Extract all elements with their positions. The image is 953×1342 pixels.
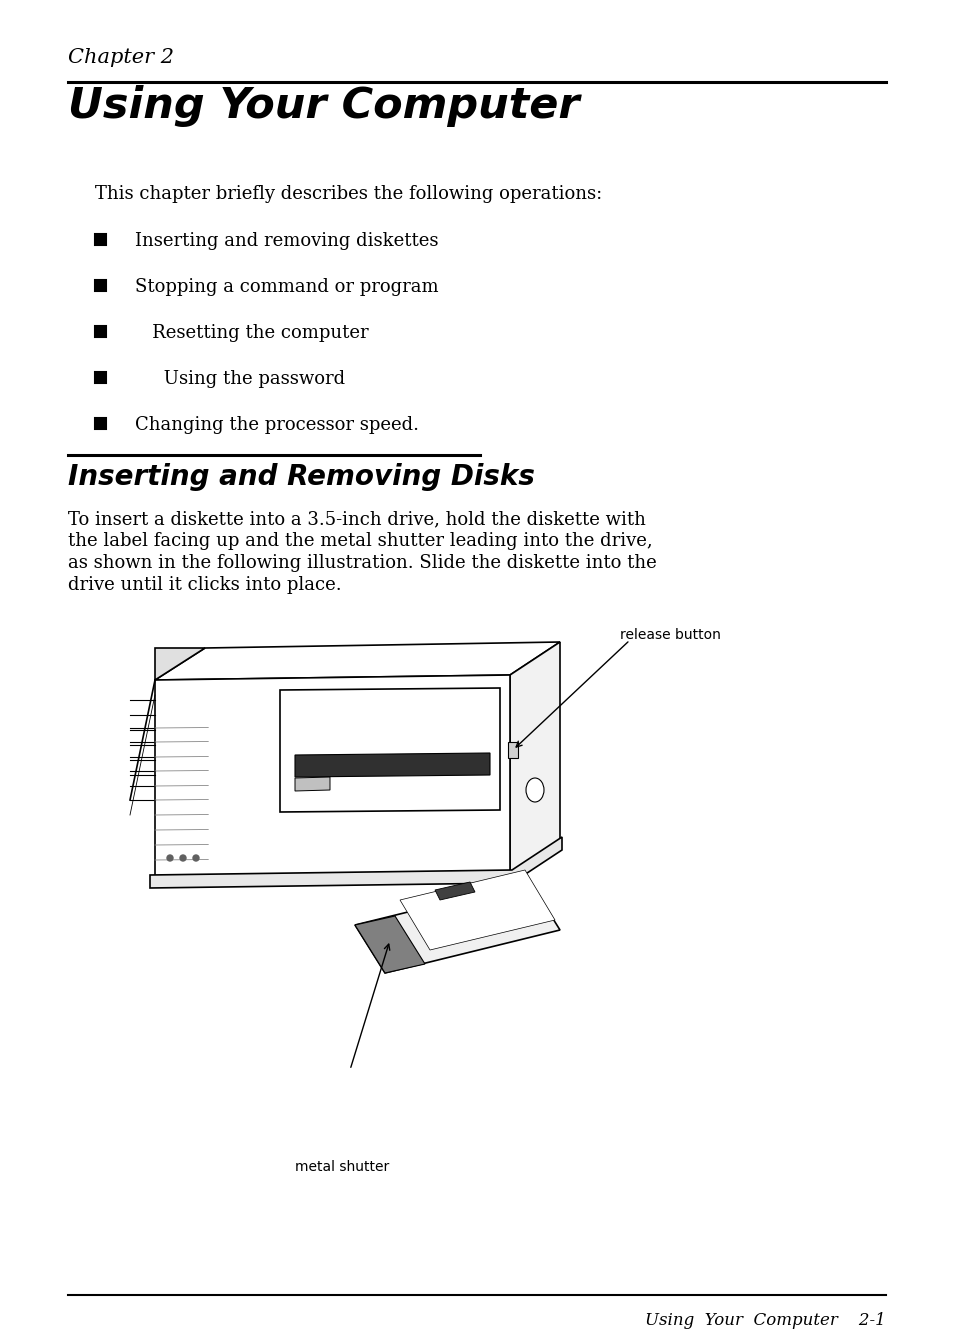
Polygon shape xyxy=(355,917,424,973)
Text: Chapter 2: Chapter 2 xyxy=(68,48,173,67)
Circle shape xyxy=(193,855,199,862)
Text: as shown in the following illustration. Slide the diskette into the: as shown in the following illustration. … xyxy=(68,554,656,572)
Polygon shape xyxy=(435,882,475,900)
Text: Using  Your  Computer    2-1: Using Your Computer 2-1 xyxy=(644,1312,885,1329)
Polygon shape xyxy=(507,742,517,758)
Text: Inserting and removing diskettes: Inserting and removing diskettes xyxy=(135,232,438,250)
Polygon shape xyxy=(294,777,330,790)
Polygon shape xyxy=(280,688,499,812)
Ellipse shape xyxy=(525,778,543,803)
Polygon shape xyxy=(154,641,559,680)
Text: the label facing up and the metal shutter leading into the drive,: the label facing up and the metal shutte… xyxy=(68,531,652,550)
Bar xyxy=(95,234,106,246)
Polygon shape xyxy=(510,641,559,874)
Text: Using Your Computer: Using Your Computer xyxy=(68,85,579,127)
Circle shape xyxy=(167,855,172,862)
Bar xyxy=(95,372,106,382)
Circle shape xyxy=(180,855,186,862)
Bar xyxy=(95,280,106,291)
Text: metal shutter: metal shutter xyxy=(294,1159,389,1174)
Polygon shape xyxy=(154,648,205,680)
Text: Resetting the computer: Resetting the computer xyxy=(135,323,368,342)
Polygon shape xyxy=(150,837,561,888)
Bar xyxy=(95,417,106,429)
Text: Using the password: Using the password xyxy=(135,370,345,388)
Bar xyxy=(95,326,106,337)
Text: Changing the processor speed.: Changing the processor speed. xyxy=(135,416,418,433)
Polygon shape xyxy=(294,753,490,777)
Text: Inserting and Removing Disks: Inserting and Removing Disks xyxy=(68,463,535,491)
Text: release button: release button xyxy=(619,628,720,641)
Polygon shape xyxy=(355,882,559,973)
Polygon shape xyxy=(154,675,510,878)
Polygon shape xyxy=(399,870,555,950)
Text: Stopping a command or program: Stopping a command or program xyxy=(135,278,438,297)
Text: This chapter briefly describes the following operations:: This chapter briefly describes the follo… xyxy=(95,185,601,203)
Text: drive until it clicks into place.: drive until it clicks into place. xyxy=(68,576,341,595)
Text: To insert a diskette into a 3.5-inch drive, hold the diskette with: To insert a diskette into a 3.5-inch dri… xyxy=(68,510,645,527)
